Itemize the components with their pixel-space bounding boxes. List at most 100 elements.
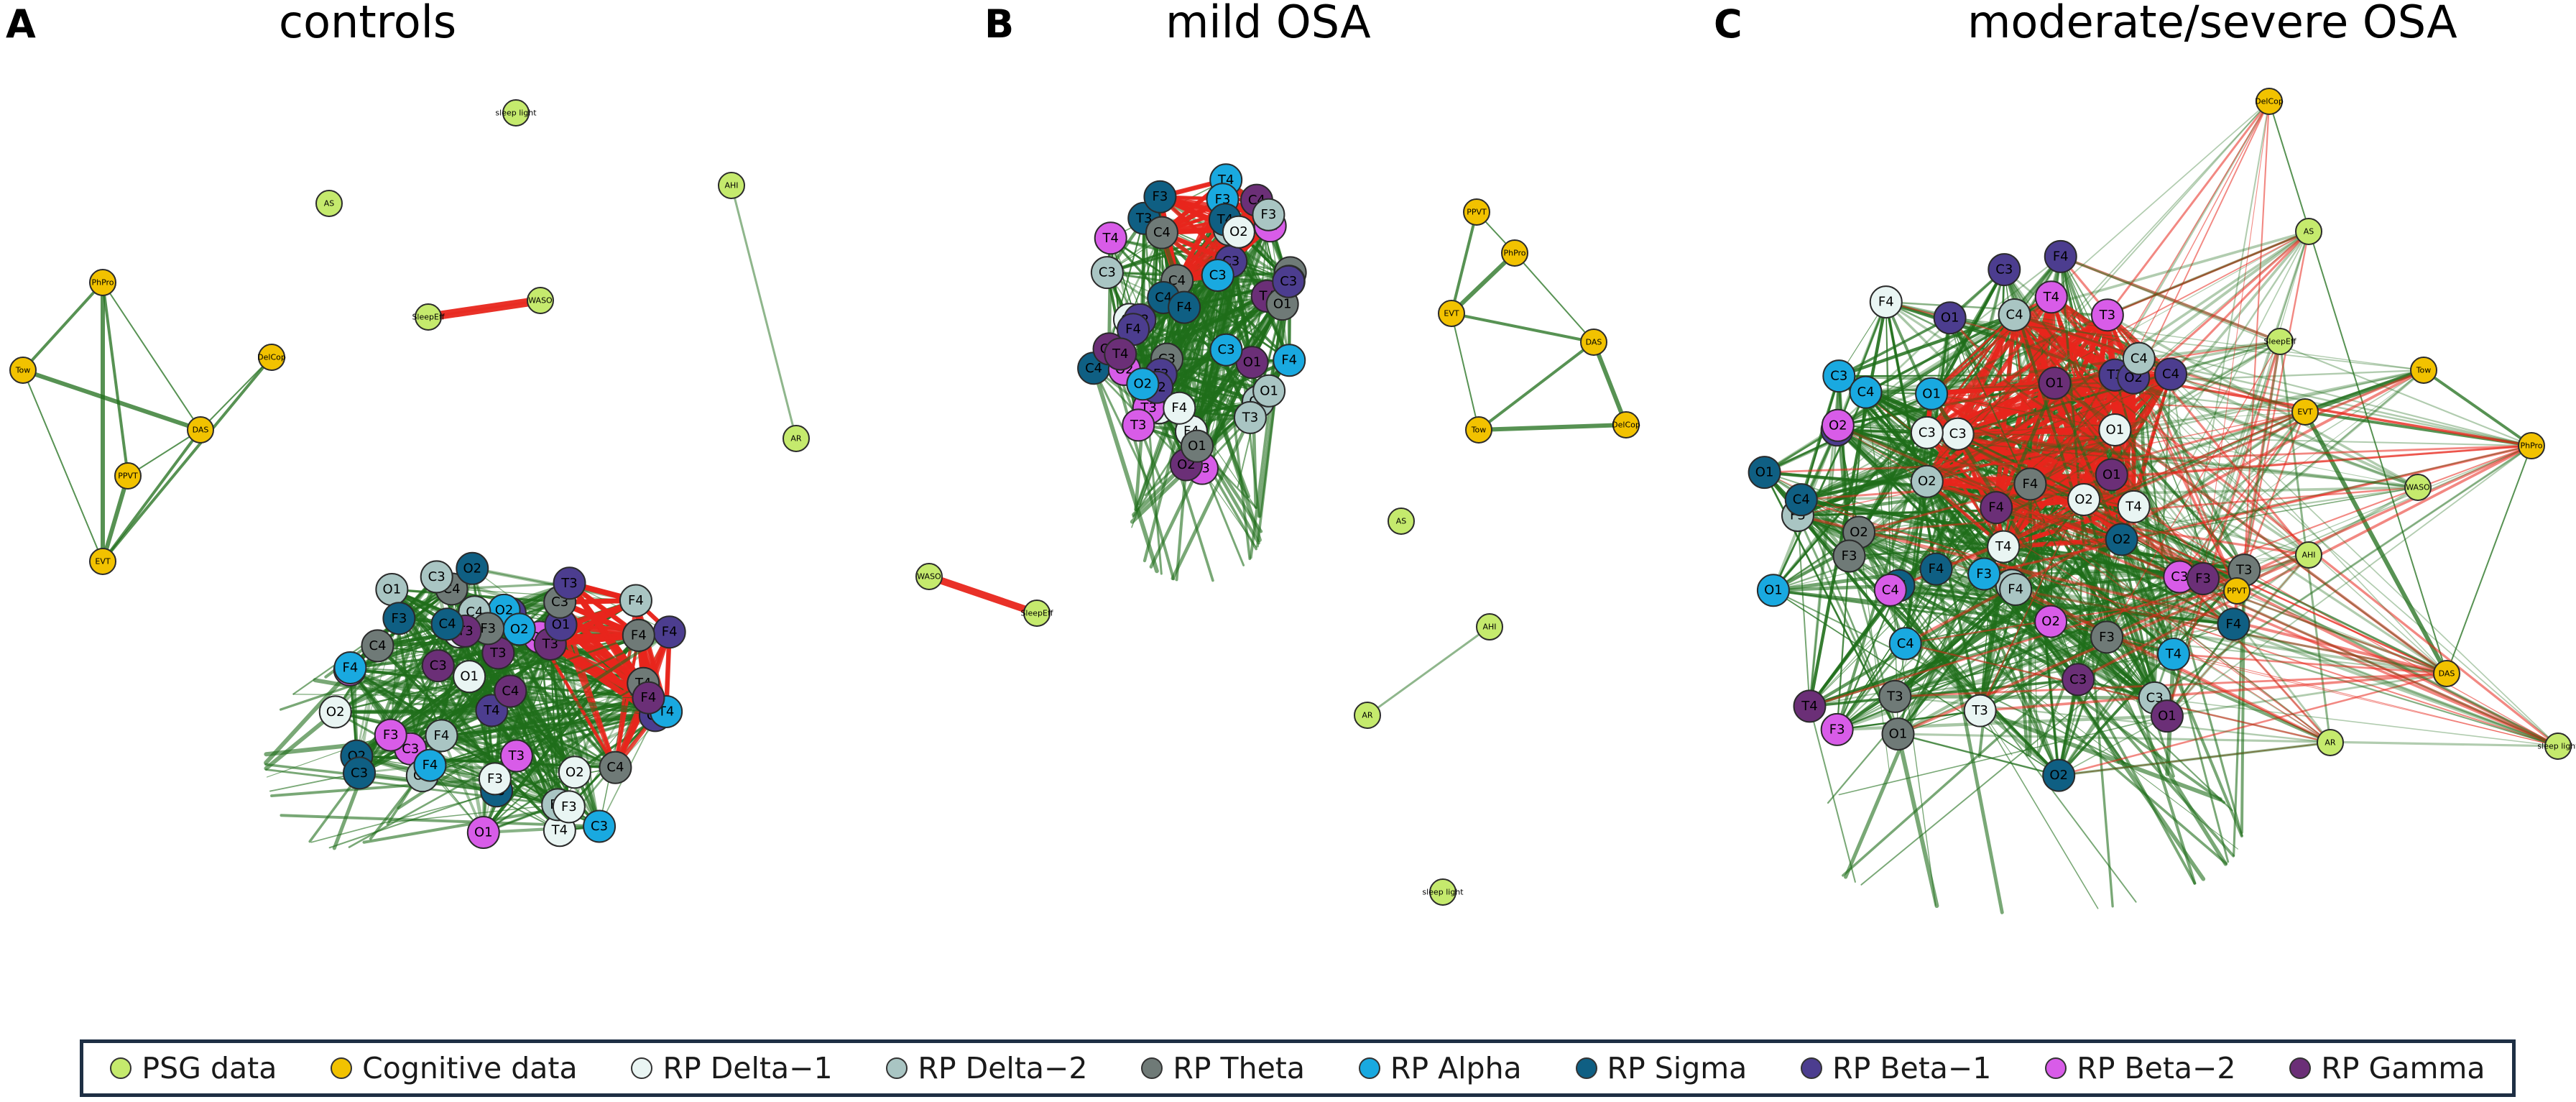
network-node: F4 [622, 618, 655, 652]
legend-label: RP Beta−1 [1832, 1051, 1992, 1085]
network-edge [1450, 211, 1478, 315]
network-node: SleepEff [2263, 328, 2296, 355]
network-node: AR [2317, 729, 2344, 756]
network-node: O2 [1222, 215, 1255, 249]
node-label: Tow [1471, 426, 1487, 435]
network-edge [2173, 653, 2559, 747]
network-edge [102, 282, 201, 431]
network-node: C3 [1941, 417, 1975, 451]
node-circle [2154, 357, 2188, 391]
node-label: AR [2325, 738, 2336, 748]
node-circle [382, 602, 416, 635]
network-node: F4 [1980, 491, 2013, 525]
node-circle [2090, 620, 2124, 654]
network-edge [333, 664, 440, 714]
node-label: T3 [1886, 689, 1903, 704]
network-edge [2153, 697, 2559, 747]
network-node: C3 [1090, 256, 1124, 290]
legend: PSG data Cognitive data RP Delta−1 RP Delta… [80, 1039, 2516, 1097]
node-circle [1272, 265, 1306, 298]
node-label: F4 [343, 660, 359, 675]
network-node: sleep light [2537, 733, 2576, 760]
network-edge [1864, 313, 2016, 394]
node-label: O1 [552, 617, 571, 633]
network-edge [2003, 486, 2419, 548]
network-edge [1799, 498, 2228, 865]
node-circle [1748, 456, 1781, 490]
network-node: O1 [1748, 456, 1781, 490]
node-label: O2 [2113, 532, 2131, 547]
node-circle [2217, 607, 2250, 641]
network-edge [1808, 575, 2182, 708]
node-label: O1 [1922, 386, 1941, 401]
node-label: PhPro [1503, 249, 1525, 258]
node-label: F3 [1261, 207, 1277, 222]
node-label: O1 [2046, 375, 2064, 390]
network-edge [1477, 423, 1628, 432]
network-edge [1108, 217, 1145, 350]
network-edge [2153, 230, 2310, 699]
node-circle [456, 551, 489, 585]
node-label: C3 [591, 819, 608, 834]
network-edge [1249, 303, 1284, 559]
network-edge [1837, 313, 2016, 378]
network-edge [1836, 300, 1888, 428]
network-edge [1514, 252, 1594, 343]
node-circle [318, 695, 352, 729]
network-node: WASO [915, 563, 943, 590]
network-node: T4 [1094, 221, 1127, 255]
node-label: O2 [2041, 614, 2060, 629]
network-node: F4 [652, 615, 686, 649]
network-node: C3 [420, 560, 453, 594]
network-edge [730, 184, 798, 440]
legend-item: RP Alpha [1358, 1051, 1522, 1085]
node-label: O2 [495, 602, 514, 617]
network-edge [2106, 230, 2310, 316]
network-node: O2 [502, 612, 536, 646]
node-circle [1252, 198, 1285, 231]
network-node: T3 [553, 566, 586, 600]
node-circle [1168, 290, 1201, 324]
network-node: AHI [2295, 541, 2322, 569]
node-circle [1988, 253, 2021, 287]
network-edge [1196, 303, 1283, 447]
node-label: AR [1362, 711, 1373, 720]
network-edge [2011, 312, 2118, 378]
node-circle [1104, 337, 1137, 371]
network-edge [2153, 445, 2532, 699]
network-node: PhPro [2518, 432, 2545, 459]
network-node: C4 [2154, 357, 2188, 391]
node-circle [1233, 400, 1267, 434]
node-label: PPVT [2227, 587, 2247, 596]
node-label: F4 [1281, 353, 1297, 368]
node-label: O2 [565, 765, 584, 780]
network-edge [1995, 506, 2448, 675]
network-edge [440, 710, 668, 737]
node-circle [1933, 301, 1967, 335]
node-label: C4 [369, 638, 386, 653]
network-edge [1091, 366, 1159, 574]
network-edge [1929, 392, 2228, 866]
network-node: F4 [1163, 391, 1196, 425]
node-circle [1873, 573, 1907, 607]
node-label: O2 [2074, 492, 2093, 507]
legend-item: RP Gamma [2289, 1051, 2485, 1085]
node-label: O1 [2102, 467, 2121, 482]
panel-a-title: controls [279, 0, 456, 48]
network-node: AS [1388, 508, 1415, 535]
network-edge [2013, 313, 2086, 502]
node-circle [2317, 729, 2344, 756]
node-label: O1 [1941, 311, 1959, 326]
network-edge [1979, 584, 2013, 712]
network-node: SleepEff [412, 303, 445, 331]
network-node: F4 [1273, 344, 1306, 377]
node-label: sleep light [1422, 888, 1464, 897]
network-edge [2057, 741, 2332, 777]
node-label: T3 [1242, 410, 1258, 425]
network-edge [2106, 100, 2271, 316]
network-node: Tow [9, 357, 37, 384]
node-label: DAS [193, 426, 209, 435]
network-node: O2 [318, 695, 352, 729]
node-label: C4 [1882, 582, 1899, 597]
node-label: T4 [483, 703, 499, 718]
